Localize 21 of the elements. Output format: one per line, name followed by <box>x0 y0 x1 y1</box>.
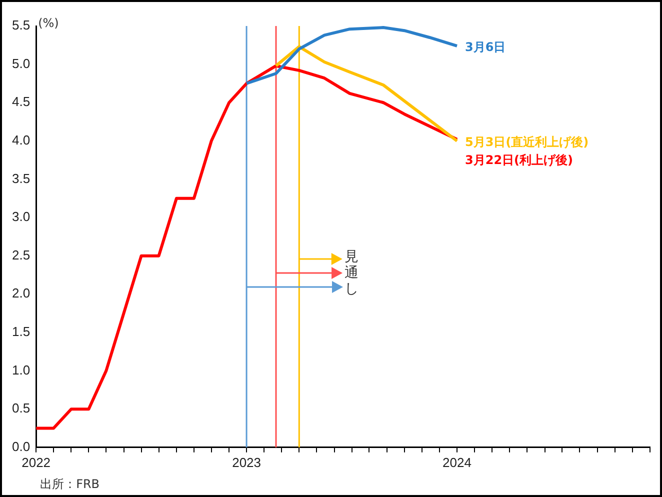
annotation: 見通し <box>344 248 360 296</box>
y-tick-label: 3.5 <box>12 170 30 186</box>
y-tick-label: 4.0 <box>12 132 30 148</box>
y-tick-label: 4.5 <box>12 94 30 110</box>
x-tick-label: 2024 <box>442 454 472 470</box>
y-tick-label: 0.0 <box>12 438 30 454</box>
series-label: 3月22日(利上げ後) <box>465 153 574 168</box>
y-tick-label: 3.0 <box>12 209 30 224</box>
y-tick-label: 2.0 <box>12 286 30 301</box>
y-tick-label: 1.5 <box>12 324 30 340</box>
series-label: 3月6日 <box>465 40 506 54</box>
series-label: 5月3日(直近利上げ後) <box>465 135 589 150</box>
y-axis-title: (%) <box>38 16 59 30</box>
y-tick-label: 2.5 <box>12 247 30 262</box>
x-tick-label: 2023 <box>232 454 261 470</box>
y-tick-label: 5.5 <box>12 18 30 33</box>
text: 出所：FRB <box>40 476 100 493</box>
x-tick-label: 2022 <box>22 454 51 470</box>
y-tick-label: 1.0 <box>12 362 30 378</box>
y-tick-label: 5.0 <box>12 56 30 71</box>
y-tick-label: 0.5 <box>12 400 30 416</box>
